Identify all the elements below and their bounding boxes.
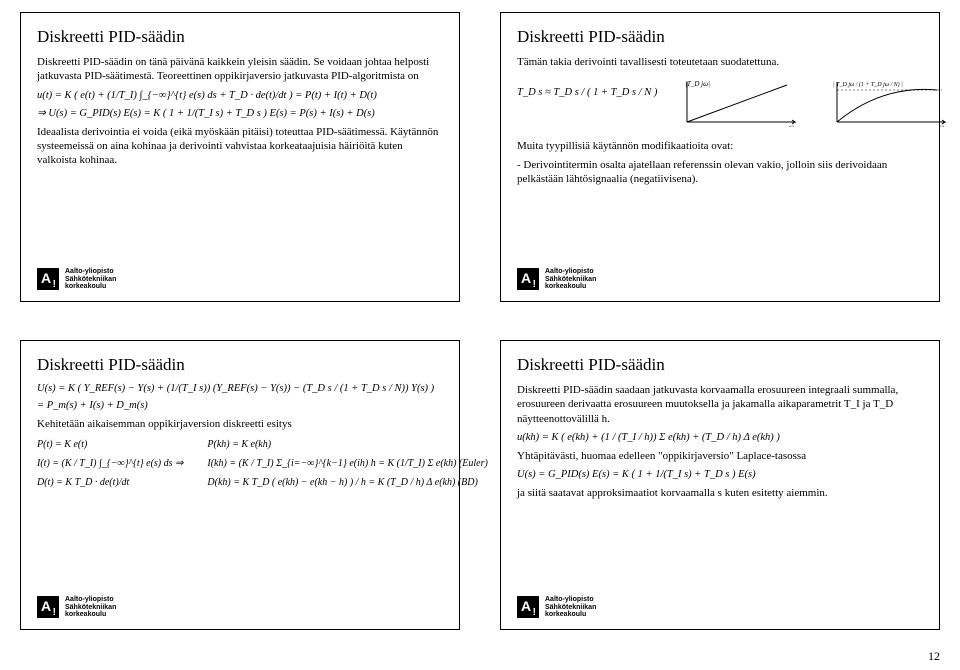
logo-line-1: Aalto-yliopisto (65, 596, 116, 604)
page: Diskreetti PID-säädin Diskreetti PID-sää… (0, 0, 960, 670)
eq-p-t: P(t) = K e(t) (37, 435, 183, 454)
discrete-column: P(kh) = K e(kh) I(kh) = (K / T_I) Σ_{i=−… (207, 435, 487, 492)
graph-right-label: | T_D jω / (1 + T_D jω / N) | (833, 81, 903, 88)
slide-bottom-right: Diskreetti PID-säädin Diskreetti PID-sää… (500, 340, 940, 630)
logo-block: Aalto-yliopisto Sähkötekniikan korkeakou… (517, 596, 596, 619)
slide-top-left: Diskreetti PID-säädin Diskreetti PID-sää… (20, 12, 460, 302)
logo-line-1: Aalto-yliopisto (545, 268, 596, 276)
slide-top-right: Diskreetti PID-säädin Tämän takia derivo… (500, 12, 940, 302)
approx-note: ja siitä saatavat approksimaatiot korvaa… (517, 486, 923, 500)
continuous-vs-discrete: P(t) = K e(t) I(t) = (K / T_I) ∫_{−∞}^{t… (37, 435, 443, 492)
logo-text: Aalto-yliopisto Sähkötekniikan korkeakou… (65, 596, 116, 619)
graph-unfiltered: |T_D jω| ω (677, 77, 797, 127)
slide-title: Diskreetti PID-säädin (37, 355, 443, 375)
logo-line-3: korkeakoulu (65, 611, 116, 619)
logo-line-2: Sähkötekniikan (545, 276, 596, 284)
laplace-note: Yhtäpitävästi, huomaa edelleen "oppikirj… (517, 449, 923, 463)
eq-d-kh: D(kh) = K T_D ( e(kh) − e(kh − h) ) / h … (207, 473, 487, 492)
aalto-logo-icon (37, 596, 59, 618)
derivative-note: Ideaalista derivointia ei voida (eikä my… (37, 125, 443, 168)
equation-u-of-s: ⇒ U(s) = G_PID(s) E(s) = K ( 1 + 1/(T_I … (37, 107, 443, 119)
equation-u-s-split: = P_m(s) + I(s) + D_m(s) (37, 400, 443, 411)
equation-u-s-modified: U(s) = K ( Y_REF(s) − Y(s) + (1/(T_I s))… (37, 383, 443, 394)
intro-paragraph: Diskreetti PID-säädin on tänä päivänä ka… (37, 55, 443, 84)
graph-left-label: |T_D jω| (685, 80, 710, 88)
equation-td-filter: T_D s ≈ T_D s / ( 1 + T_D s / N ) (517, 87, 657, 98)
slide-title: Diskreetti PID-säädin (517, 27, 923, 47)
axis-omega: ω (789, 123, 794, 127)
continuous-column: P(t) = K e(t) I(t) = (K / T_I) ∫_{−∞}^{t… (37, 435, 183, 492)
logo-text: Aalto-yliopisto Sähkötekniikan korkeakou… (545, 268, 596, 291)
slide-title: Diskreetti PID-säädin (517, 355, 923, 375)
slide-bottom-left: Diskreetti PID-säädin U(s) = K ( Y_REF(s… (20, 340, 460, 630)
logo-line-2: Sähkötekniikan (545, 604, 596, 612)
page-number: 12 (928, 649, 940, 664)
graph-filtered: | T_D jω / (1 + T_D jω / N) | ω (827, 77, 947, 127)
slide-title: Diskreetti PID-säädin (37, 27, 443, 47)
equation-u-s-laplace: U(s) = G_PID(s) E(s) = K ( 1 + 1/(T_I s)… (517, 469, 923, 480)
discrete-derivation-text: Diskreetti PID-säädin saadaan jatkuvasta… (517, 383, 923, 426)
logo-line-2: Sähkötekniikan (65, 276, 116, 284)
aalto-logo-icon (37, 268, 59, 290)
axis-omega: ω (939, 123, 944, 127)
logo-block: Aalto-yliopisto Sähkötekniikan korkeakou… (37, 596, 116, 619)
logo-line-3: korkeakoulu (545, 611, 596, 619)
equation-u-of-t: u(t) = K ( e(t) + (1/T_I) ∫_{−∞}^{t} e(s… (37, 90, 443, 101)
aalto-logo-icon (517, 268, 539, 290)
eq-p-kh: P(kh) = K e(kh) (207, 435, 487, 454)
aalto-logo-icon (517, 596, 539, 618)
eq-i-kh: I(kh) = (K / T_I) Σ_{i=−∞}^{k−1} e(ih) h… (207, 454, 487, 473)
logo-block: Aalto-yliopisto Sähkötekniikan korkeakou… (517, 268, 596, 291)
logo-text: Aalto-yliopisto Sähkötekniikan korkeakou… (545, 596, 596, 619)
eq-d-t: D(t) = K T_D · de(t)/dt (37, 473, 183, 492)
logo-line-3: korkeakoulu (65, 283, 116, 291)
eq-i-t: I(t) = (K / T_I) ∫_{−∞}^{t} e(s) ds ⇒ (37, 454, 183, 473)
modifications-intro: Muita tyypillisiä käytännön modifikaatio… (517, 139, 923, 153)
logo-line-3: korkeakoulu (545, 283, 596, 291)
saturating-curve (837, 90, 937, 123)
filter-graphs: |T_D jω| ω | T_D jω / (1 + T_D jω / N) |… (677, 77, 947, 127)
bullet-derivative-ref: - Derivointitermin osalta ajatellaan ref… (517, 158, 923, 187)
discrete-intro: Kehitetään aikaisemman oppikirjaversion … (37, 417, 443, 431)
logo-line-1: Aalto-yliopisto (65, 268, 116, 276)
ramp-line (687, 85, 787, 122)
logo-text: Aalto-yliopisto Sähkötekniikan korkeakou… (65, 268, 116, 291)
logo-line-2: Sähkötekniikan (65, 604, 116, 612)
filter-note: Tämän takia derivointi tavallisesti tote… (517, 55, 923, 69)
equation-u-kh: u(kh) = K ( e(kh) + (1 / (T_I / h)) Σ e(… (517, 432, 923, 443)
logo-line-1: Aalto-yliopisto (545, 596, 596, 604)
logo-block: Aalto-yliopisto Sähkötekniikan korkeakou… (37, 268, 116, 291)
